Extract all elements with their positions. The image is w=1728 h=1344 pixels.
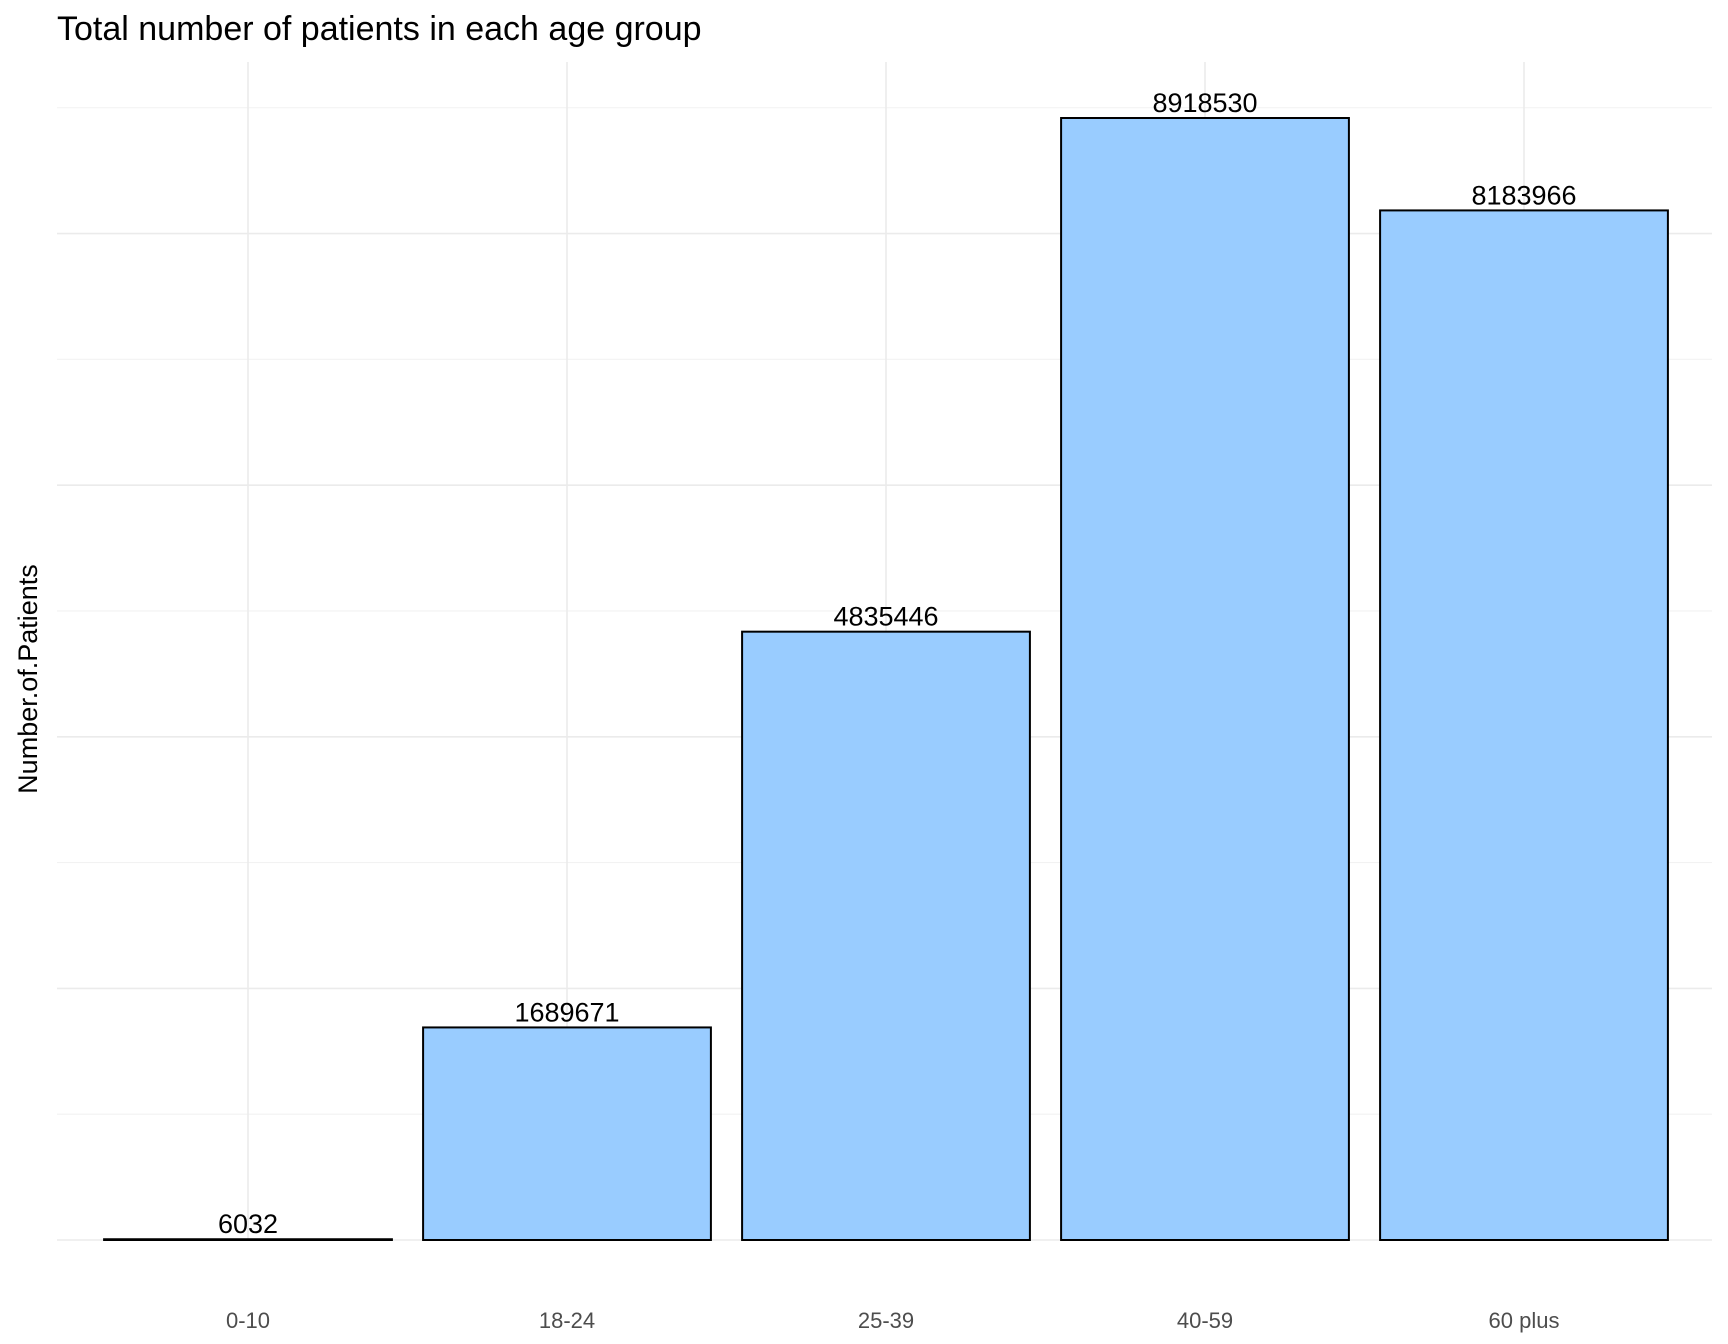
data-label: 4835446 <box>833 602 938 632</box>
bar-18-24 <box>422 1026 712 1242</box>
x-tick-label: 25-39 <box>858 1308 914 1333</box>
x-axis-tick-labels: 0-10 18-24 25-39 40-59 60 plus <box>226 1308 1560 1333</box>
data-label: 8918530 <box>1152 88 1257 118</box>
x-tick-label: 18-24 <box>539 1308 595 1333</box>
x-tick-label: 60 plus <box>1489 1308 1560 1333</box>
chart-title: Total number of patients in each age gro… <box>57 10 702 48</box>
bar-40-59 <box>1060 117 1350 1241</box>
bar-25-39 <box>741 630 1031 1241</box>
x-tick-label: 40-59 <box>1177 1308 1233 1333</box>
y-axis-label: Number.of.Patients <box>13 564 43 794</box>
data-labels: 6032 1689671 4835446 8918530 8183966 <box>218 88 1577 1239</box>
x-tick-label: 0-10 <box>226 1308 270 1333</box>
bar-0-10 <box>103 1238 393 1241</box>
data-label: 8183966 <box>1471 180 1576 210</box>
bar-60-plus <box>1379 209 1669 1241</box>
data-label: 6032 <box>218 1209 278 1239</box>
data-label: 1689671 <box>514 997 619 1027</box>
bars <box>103 117 1669 1242</box>
